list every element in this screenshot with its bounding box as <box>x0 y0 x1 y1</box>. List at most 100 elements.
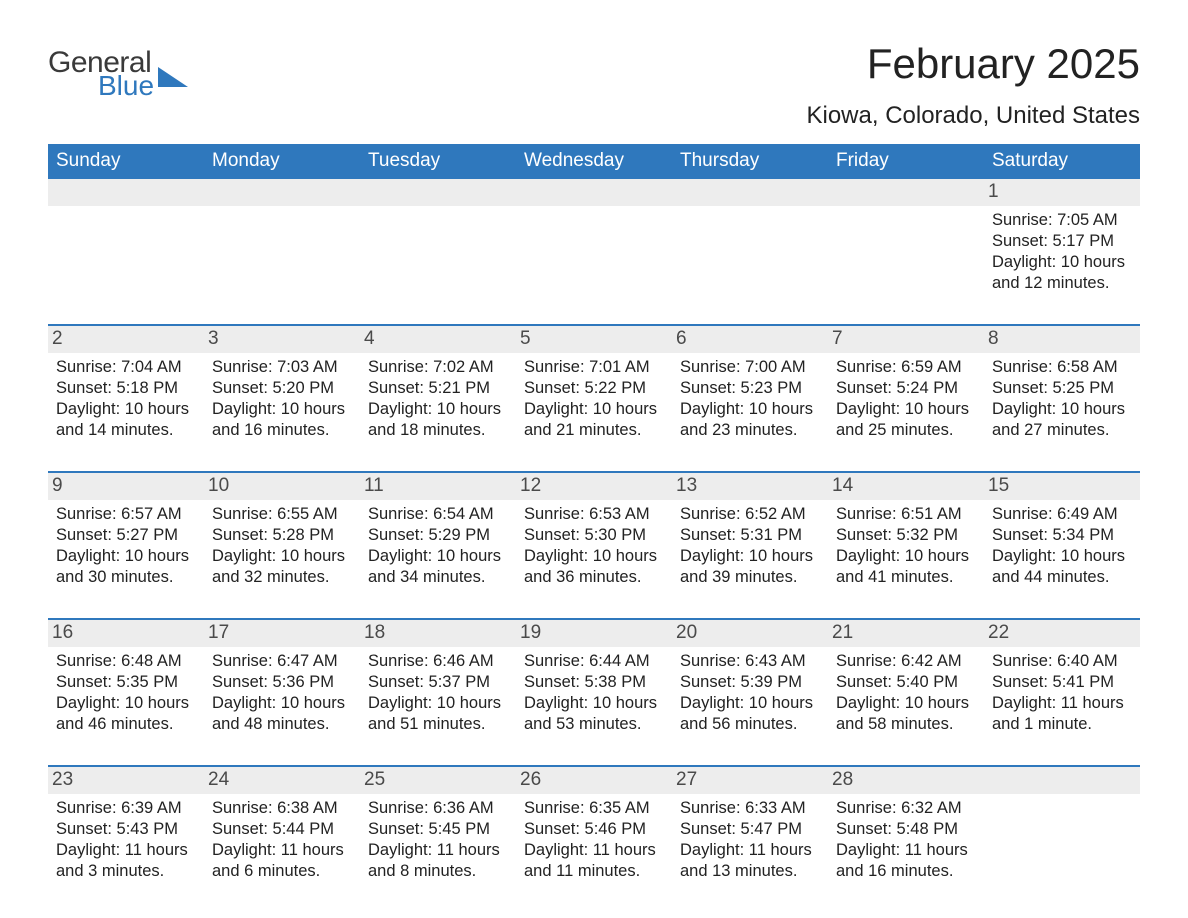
week-daynum-row: 2345678 <box>48 324 1140 353</box>
day-number: 18 <box>360 620 516 647</box>
day-cell: Sunrise: 6:38 AMSunset: 5:44 PMDaylight:… <box>204 794 360 912</box>
day-details: Sunrise: 6:57 AMSunset: 5:27 PMDaylight:… <box>52 500 196 588</box>
day-number: 10 <box>204 473 360 500</box>
daylight-text: Daylight: 10 hours and 36 minutes. <box>524 546 664 588</box>
sunset-text: Sunset: 5:44 PM <box>212 819 352 840</box>
sunset-text: Sunset: 5:20 PM <box>212 378 352 399</box>
sunrise-text: Sunrise: 6:42 AM <box>836 651 976 672</box>
day-cell: Sunrise: 6:32 AMSunset: 5:48 PMDaylight:… <box>828 794 984 912</box>
sunrise-text: Sunrise: 6:38 AM <box>212 798 352 819</box>
day-details: Sunrise: 6:59 AMSunset: 5:24 PMDaylight:… <box>832 353 976 441</box>
dow-saturday: Saturday <box>984 144 1140 179</box>
day-number <box>828 179 984 206</box>
sunrise-text: Sunrise: 6:46 AM <box>368 651 508 672</box>
sunrise-text: Sunrise: 6:40 AM <box>992 651 1132 672</box>
day-details: Sunrise: 6:54 AMSunset: 5:29 PMDaylight:… <box>364 500 508 588</box>
sunrise-text: Sunrise: 7:05 AM <box>992 210 1132 231</box>
day-number: 14 <box>828 473 984 500</box>
day-number: 5 <box>516 326 672 353</box>
logo-triangle-icon <box>158 67 188 87</box>
day-cell: Sunrise: 6:48 AMSunset: 5:35 PMDaylight:… <box>48 647 204 765</box>
day-details: Sunrise: 6:42 AMSunset: 5:40 PMDaylight:… <box>832 647 976 735</box>
day-number: 13 <box>672 473 828 500</box>
day-cell: Sunrise: 7:04 AMSunset: 5:18 PMDaylight:… <box>48 353 204 471</box>
day-details: Sunrise: 6:49 AMSunset: 5:34 PMDaylight:… <box>988 500 1132 588</box>
sunrise-text: Sunrise: 7:03 AM <box>212 357 352 378</box>
day-number: 16 <box>48 620 204 647</box>
day-cell: Sunrise: 6:49 AMSunset: 5:34 PMDaylight:… <box>984 500 1140 618</box>
day-cell: Sunrise: 6:42 AMSunset: 5:40 PMDaylight:… <box>828 647 984 765</box>
day-details: Sunrise: 6:58 AMSunset: 5:25 PMDaylight:… <box>988 353 1132 441</box>
day-details: Sunrise: 6:55 AMSunset: 5:28 PMDaylight:… <box>208 500 352 588</box>
day-details: Sunrise: 6:38 AMSunset: 5:44 PMDaylight:… <box>208 794 352 882</box>
sunset-text: Sunset: 5:48 PM <box>836 819 976 840</box>
day-details: Sunrise: 6:32 AMSunset: 5:48 PMDaylight:… <box>832 794 976 882</box>
sunrise-text: Sunrise: 6:33 AM <box>680 798 820 819</box>
day-cell: Sunrise: 6:33 AMSunset: 5:47 PMDaylight:… <box>672 794 828 912</box>
daylight-text: Daylight: 11 hours and 8 minutes. <box>368 840 508 882</box>
day-cell: Sunrise: 7:05 AMSunset: 5:17 PMDaylight:… <box>984 206 1140 324</box>
week-details-row: Sunrise: 6:48 AMSunset: 5:35 PMDaylight:… <box>48 647 1140 765</box>
sunset-text: Sunset: 5:31 PM <box>680 525 820 546</box>
day-number: 6 <box>672 326 828 353</box>
daylight-text: Daylight: 10 hours and 32 minutes. <box>212 546 352 588</box>
location-subtitle: Kiowa, Colorado, United States <box>806 102 1140 130</box>
day-number: 11 <box>360 473 516 500</box>
day-cell: Sunrise: 6:44 AMSunset: 5:38 PMDaylight:… <box>516 647 672 765</box>
sunrise-text: Sunrise: 6:39 AM <box>56 798 196 819</box>
sunset-text: Sunset: 5:21 PM <box>368 378 508 399</box>
daylight-text: Daylight: 10 hours and 16 minutes. <box>212 399 352 441</box>
sunset-text: Sunset: 5:40 PM <box>836 672 976 693</box>
title-block: February 2025 Kiowa, Colorado, United St… <box>806 40 1140 130</box>
day-cell <box>828 206 984 324</box>
day-cell <box>984 794 1140 912</box>
daylight-text: Daylight: 10 hours and 56 minutes. <box>680 693 820 735</box>
sunrise-text: Sunrise: 6:32 AM <box>836 798 976 819</box>
day-number <box>516 179 672 206</box>
sunset-text: Sunset: 5:27 PM <box>56 525 196 546</box>
day-number: 1 <box>984 179 1140 206</box>
day-details: Sunrise: 7:02 AMSunset: 5:21 PMDaylight:… <box>364 353 508 441</box>
day-number: 9 <box>48 473 204 500</box>
sunset-text: Sunset: 5:24 PM <box>836 378 976 399</box>
day-number: 7 <box>828 326 984 353</box>
day-number <box>48 179 204 206</box>
sunset-text: Sunset: 5:23 PM <box>680 378 820 399</box>
day-number: 17 <box>204 620 360 647</box>
day-number: 15 <box>984 473 1140 500</box>
week-daynum-row: 1 <box>48 179 1140 206</box>
sunset-text: Sunset: 5:36 PM <box>212 672 352 693</box>
day-details: Sunrise: 6:35 AMSunset: 5:46 PMDaylight:… <box>520 794 664 882</box>
day-details: Sunrise: 6:46 AMSunset: 5:37 PMDaylight:… <box>364 647 508 735</box>
daylight-text: Daylight: 11 hours and 3 minutes. <box>56 840 196 882</box>
day-number: 24 <box>204 767 360 794</box>
sunrise-text: Sunrise: 6:59 AM <box>836 357 976 378</box>
day-details: Sunrise: 6:48 AMSunset: 5:35 PMDaylight:… <box>52 647 196 735</box>
day-cell: Sunrise: 6:53 AMSunset: 5:30 PMDaylight:… <box>516 500 672 618</box>
day-number <box>360 179 516 206</box>
week-details-row: Sunrise: 7:04 AMSunset: 5:18 PMDaylight:… <box>48 353 1140 471</box>
day-number: 21 <box>828 620 984 647</box>
day-number <box>672 179 828 206</box>
daylight-text: Daylight: 10 hours and 12 minutes. <box>992 252 1132 294</box>
day-cell: Sunrise: 7:00 AMSunset: 5:23 PMDaylight:… <box>672 353 828 471</box>
day-number <box>204 179 360 206</box>
sunset-text: Sunset: 5:38 PM <box>524 672 664 693</box>
sunset-text: Sunset: 5:37 PM <box>368 672 508 693</box>
brand-logo: General Blue <box>48 48 188 100</box>
month-title: February 2025 <box>806 40 1140 88</box>
daylight-text: Daylight: 11 hours and 16 minutes. <box>836 840 976 882</box>
header: General Blue February 2025 Kiowa, Colora… <box>48 40 1140 130</box>
sunrise-text: Sunrise: 6:53 AM <box>524 504 664 525</box>
day-cell: Sunrise: 6:46 AMSunset: 5:37 PMDaylight:… <box>360 647 516 765</box>
day-details: Sunrise: 6:40 AMSunset: 5:41 PMDaylight:… <box>988 647 1132 735</box>
dow-monday: Monday <box>204 144 360 179</box>
sunset-text: Sunset: 5:46 PM <box>524 819 664 840</box>
sunset-text: Sunset: 5:39 PM <box>680 672 820 693</box>
day-number: 28 <box>828 767 984 794</box>
sunrise-text: Sunrise: 7:00 AM <box>680 357 820 378</box>
day-number: 26 <box>516 767 672 794</box>
daylight-text: Daylight: 11 hours and 13 minutes. <box>680 840 820 882</box>
daylight-text: Daylight: 10 hours and 48 minutes. <box>212 693 352 735</box>
sunset-text: Sunset: 5:34 PM <box>992 525 1132 546</box>
